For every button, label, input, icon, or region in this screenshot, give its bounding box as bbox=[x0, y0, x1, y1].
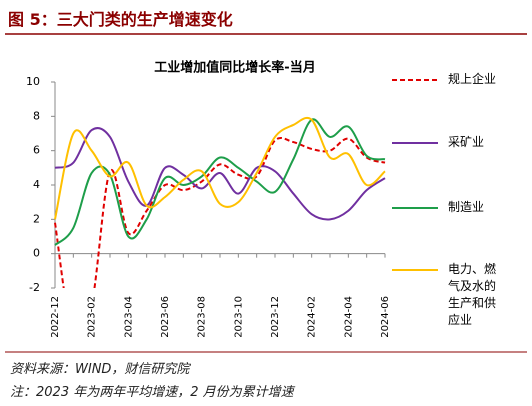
y-tick-label: 2 bbox=[33, 212, 40, 225]
x-tick-label: 2024-06 bbox=[380, 296, 391, 338]
series-line bbox=[54, 137, 386, 288]
legend-label: 规上企业 bbox=[448, 72, 497, 86]
x-tick-label: 2023-10 bbox=[233, 296, 244, 338]
legend-label: 制造业 bbox=[448, 200, 485, 214]
legend-label: 电力、燃气及水的生产和供应业 bbox=[448, 262, 497, 327]
x-tick-label: 2023-06 bbox=[160, 296, 171, 338]
x-tick-label: 2023-04 bbox=[123, 296, 134, 338]
legend-label: 采矿业 bbox=[448, 135, 485, 149]
note: 注：2023 年为两年平均增速，2 月份为累计增速 bbox=[10, 385, 294, 400]
y-tick-label: 6 bbox=[33, 144, 40, 157]
x-tick-label: 2023-02 bbox=[87, 296, 98, 338]
x-tick-label: 2023-08 bbox=[197, 296, 208, 338]
series-line bbox=[54, 118, 386, 246]
series-line bbox=[54, 116, 386, 220]
source: 资料来源：WIND，财信研究院 bbox=[10, 362, 190, 377]
x-tick-label: 2022-12 bbox=[50, 296, 61, 338]
plot bbox=[54, 116, 386, 288]
y-tick-label: 0 bbox=[33, 247, 40, 260]
x-tick-label: 2024-04 bbox=[343, 296, 354, 338]
x-tick-label: 2023-12 bbox=[270, 296, 281, 338]
y-tick-label: 10 bbox=[26, 75, 40, 88]
y-tick-label: -2 bbox=[29, 281, 40, 294]
heading: 图 5：三大门类的生产增速变化 bbox=[8, 10, 233, 29]
series-line bbox=[54, 127, 386, 221]
x-tick-label: 2024-02 bbox=[307, 296, 318, 338]
chart-title: 工业增加值同比增长率-当月 bbox=[154, 60, 315, 76]
y-tick-label: 8 bbox=[33, 109, 40, 122]
y-tick-label: 4 bbox=[33, 178, 40, 191]
